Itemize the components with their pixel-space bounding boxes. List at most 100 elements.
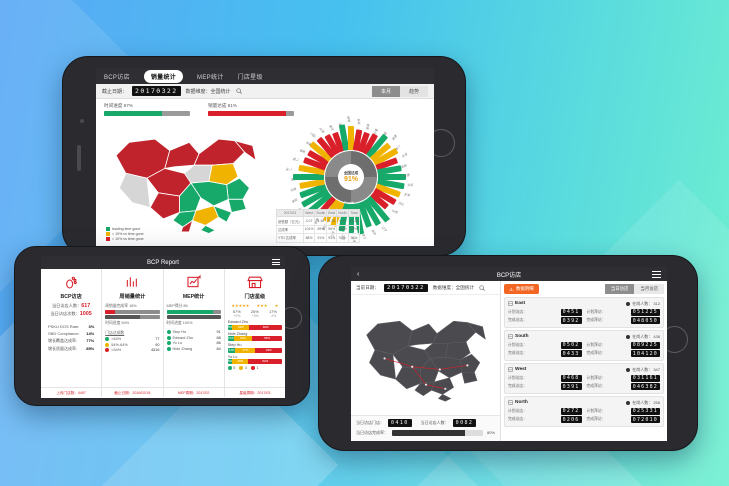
table-row: YTD 达成率 88% 91% 93% 92% 91% (276, 233, 361, 243)
region-metrics: 计划访店： 0502 计划拜访： 089225 完成访店： 0433 完成拜访： 104120 (508, 341, 660, 357)
flag-icon (508, 400, 513, 405)
rating-person: Edward Zhu 5% 33% 62% (227, 320, 282, 330)
tab-mep-stats[interactable]: MEP统计 (197, 74, 224, 81)
screen-right: ‹ BCP访店 当前日期： 20170322 数据维度：全国统计 (351, 267, 667, 441)
region-card[interactable]: North 在岗人数： 258 计划访店： 0272 计划拜访： 025331 完成访店： 0… (504, 396, 664, 427)
segment-this-month[interactable]: 本月 (371, 85, 400, 97)
metric-label: 完成拜访： (586, 384, 606, 388)
footer-mep: MEP周期：2017/02 (164, 388, 225, 397)
table-cell: 91% (314, 233, 328, 243)
metric-value: 104120 (630, 350, 660, 357)
period-segment: 本月 趋势 (371, 85, 428, 97)
store-icon (228, 272, 282, 292)
row-value: 90 (155, 342, 160, 347)
hamburger-icon[interactable] (272, 259, 280, 267)
data-detail-chip[interactable]: 数据明细 (504, 284, 539, 294)
search-icon[interactable] (235, 88, 242, 94)
footer-people-label: 当日访店人数： (420, 420, 449, 425)
search-icon[interactable] (479, 284, 485, 291)
china-map-gray[interactable] (351, 295, 500, 415)
footer-rate-row: 当日访店完成率： 80% (356, 429, 495, 436)
metric-value: 0433 (560, 350, 582, 357)
segment-today-visit[interactable]: 当日访店 (604, 284, 635, 294)
star-delta-row: +2% +9% -2% (233, 314, 277, 318)
radial-sunburst-chart[interactable]: North East South West 全国达成 91% 北京天津河北山西内… (285, 115, 414, 243)
flag-icon (508, 301, 513, 306)
report-card-row: BCP访店 当日访店人数：617 当日访店次数：1005 PSKU DOS Ra… (41, 269, 285, 387)
region-name: North (515, 400, 528, 405)
radial-center-label: 全国达成 (343, 170, 359, 175)
radial-chart-panel[interactable]: North East South West 全国达成 91% 北京天津河北山西内… (272, 115, 430, 245)
table-cell: 93% (326, 233, 338, 243)
table-header-cell: North (336, 208, 349, 218)
person-name: Yo Lo (227, 354, 238, 359)
region-metric: 计划拜访： 089225 (587, 341, 660, 349)
region-list-column[interactable]: 数据明细 当日访店 当月访店 East 在岗人数： 312 计划访店： 0451 计划拜… (501, 281, 667, 441)
china-map-panel[interactable]: leading time gone < 10% vs time gone > 1… (100, 118, 272, 245)
visit-header: ‹ BCP访店 (351, 267, 667, 281)
card-bcp-visit[interactable]: BCP访店 当日访店人数：617 当日访店次数：1005 PSKU DOS Ra… (41, 269, 103, 387)
date-label: 截止日期： (102, 88, 128, 95)
table-cell: 89% (314, 224, 328, 235)
chevron-left-icon[interactable]: ‹ (357, 270, 360, 278)
tab-store-rating[interactable]: 门店星级 (237, 74, 263, 81)
row-label: >64% (111, 337, 122, 341)
rating-stack: 14% 37% 49% (227, 347, 282, 353)
region-card[interactable]: West 在岗人数： 347 计划访店： 0468 计划拜访： 031161 完成访店： 03… (504, 363, 664, 394)
star-glyph-row: ★★★★★ ★★★ ★ (231, 303, 279, 308)
table-cell: 99% (347, 224, 361, 235)
front-camera (80, 119, 84, 123)
radial-center: 全国达成 91% (338, 163, 364, 190)
row-label: Edward Zhu (172, 335, 193, 340)
table-header-cell: East (326, 208, 338, 218)
table-cell: 103% (336, 224, 349, 235)
mep-person-row: Step Hu 91 (166, 330, 221, 334)
region-metric: 完成访店： 0392 (508, 317, 582, 324)
china-map-svg[interactable] (100, 118, 272, 240)
footer-visits-label: 当日访店门店： (356, 420, 384, 425)
mep-person-row: Hide Zhang 84 (166, 346, 221, 351)
stack-segment: 62% (248, 359, 282, 364)
person-name: Edward Zhu (227, 320, 249, 324)
card-store-rating[interactable]: 门店星级 ★★★★★ ★★★ ★ 57% 26% 17% +2% +9% -2%… (225, 269, 285, 387)
region-metric: 计划拜访： 031161 (587, 374, 660, 382)
metric-label: 完成拜访： (586, 417, 606, 421)
region-card[interactable]: South 在岗人数： 438 计划访店： 0502 计划拜访： 089225 完成访店： 0… (504, 330, 664, 361)
metric-label: 计划访店： (508, 309, 527, 314)
card-mep[interactable]: MEP统计 MEP得分 86 时间进度 100% Step Hu 91 Edward… (164, 269, 225, 387)
segment-trend[interactable]: 趋势 (399, 85, 428, 97)
metric-label: 计划访店： (508, 375, 527, 380)
stack-segment: 10% (227, 336, 234, 341)
hamburger-icon[interactable] (652, 271, 661, 279)
card-weekly-sales[interactable]: 周销量统计 周销量完成率 18% 时间进度 64% 门店达成数 >64% 77 54… (102, 269, 164, 387)
visit-period-segment: 当日访店 当月访店 (604, 284, 664, 294)
region-people: 在岗人数： 258 (626, 400, 660, 406)
region-card[interactable]: East 在岗人数： 312 计划访店： 0451 计划拜访： 051225 完成访店： 03… (504, 297, 664, 328)
footer-people-value: 0082 (452, 419, 477, 427)
store-achieve-row: <54% 4516 (105, 348, 160, 352)
line-chart-icon (167, 272, 221, 292)
store-achieve-row: >64% 77 (105, 337, 160, 341)
region-header: West 在岗人数： 347 (508, 367, 660, 373)
date-value[interactable]: 20170322 (383, 283, 428, 292)
screen-mid: BCP Report BCP访店 当日访店人数：617 当日访店次数 (41, 256, 285, 398)
region-people: 在岗人数： 347 (626, 367, 660, 373)
tab-sales-stats[interactable]: 销量统计 (143, 69, 184, 83)
metric-label: 完成访店： (508, 384, 527, 388)
time-progress-bar (104, 110, 190, 116)
sales-progress-block: 销量达成 91% (208, 103, 294, 116)
region-metric: 完成访店： 0433 (508, 350, 582, 357)
metric-label: 完成访店： (508, 318, 527, 322)
weekly-time-label: 时间进度 64% (105, 321, 130, 325)
date-value[interactable]: 20170322 (132, 86, 181, 96)
segment-month-visit[interactable]: 当月访店 (634, 284, 664, 294)
region-metric: 完成访店： 0206 (508, 416, 582, 423)
table-cell: 4.47 (336, 216, 349, 226)
bar-chart-icon (105, 272, 159, 292)
tab-bcp-visit[interactable]: BCP访店 (104, 74, 130, 81)
legend-item-over10: > 10% vs time gone (106, 236, 144, 241)
region-metrics: 计划访店： 0468 计划拜访： 031161 完成访店： 0391 完成拜访： 046382 (508, 374, 660, 390)
stack-segment: 49% (255, 347, 282, 353)
china-map-gray-svg[interactable] (357, 303, 495, 407)
visit-people: 当日访店人数：617 (51, 303, 91, 309)
